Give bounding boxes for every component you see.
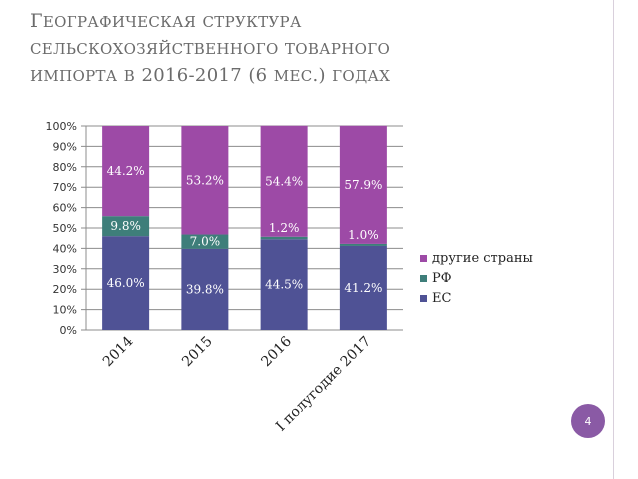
data-label: 1.0% (348, 228, 379, 242)
y-tick-label: 60% (53, 202, 77, 215)
x-tick-label: 2015 (179, 334, 216, 371)
y-tick-label: 90% (53, 140, 77, 153)
title-line-1: ГЕОГРАФИЧЕСКАЯ СТРУКТУРА (30, 10, 302, 32)
bar-segment (102, 216, 150, 237)
x-tick-label: 2014 (100, 333, 137, 370)
data-label: 54.4% (265, 174, 303, 188)
data-label: 7.0% (190, 235, 221, 249)
slide-border-line (613, 0, 614, 479)
data-label: 1.2% (269, 221, 300, 235)
bar-segment (260, 239, 308, 330)
slide-title: ГЕОГРАФИЧЕСКАЯ СТРУКТУРА СЕЛЬСКОХОЗЯЙСТВ… (30, 8, 590, 89)
bar-segment (339, 243, 387, 246)
legend-label: РФ (432, 271, 452, 286)
bar-segment (339, 245, 387, 330)
data-label: 41.2% (344, 281, 382, 295)
bar-segment (260, 125, 308, 237)
y-tick-label: 70% (53, 181, 77, 194)
bar-segment (339, 125, 387, 244)
data-label: 53.2% (186, 173, 224, 187)
bar-segment (181, 248, 229, 330)
y-tick-label: 30% (53, 263, 77, 276)
bar-segment (181, 234, 229, 249)
data-label: 46.0% (107, 276, 145, 290)
legend-swatch (420, 255, 427, 262)
y-tick-label: 40% (53, 242, 77, 255)
bar-segment (260, 236, 308, 240)
data-label: 44.5% (265, 278, 303, 292)
bar-segment (102, 126, 150, 217)
legend-swatch (420, 295, 427, 302)
y-tick-label: 50% (53, 222, 77, 235)
legend-label: ЕС (432, 291, 451, 306)
title-line-3: ИМПОРТА В 2016-2017 (6 МЕС.) ГОДАХ (30, 65, 391, 86)
data-label: 44.2% (107, 164, 145, 178)
title-line-2: СЕЛЬСКОХОЗЯЙСТВЕННОГО ТОВАРНОГО (30, 40, 391, 58)
bar-segment (102, 236, 150, 330)
y-tick-label: 10% (53, 304, 77, 317)
bar-segment (181, 126, 229, 235)
page-number-badge: 4 (571, 404, 605, 438)
y-tick-label: 20% (53, 283, 77, 296)
legend-swatch (420, 275, 427, 282)
legend-label: другие страны (432, 251, 533, 266)
x-tick-label: 2016 (258, 333, 295, 370)
data-label: 9.8% (110, 219, 141, 233)
y-tick-label: 80% (53, 161, 77, 174)
y-tick-label: 0% (60, 324, 77, 337)
data-label: 39.8% (186, 282, 224, 296)
data-label: 57.9% (344, 178, 382, 192)
y-tick-label: 100% (46, 120, 77, 133)
